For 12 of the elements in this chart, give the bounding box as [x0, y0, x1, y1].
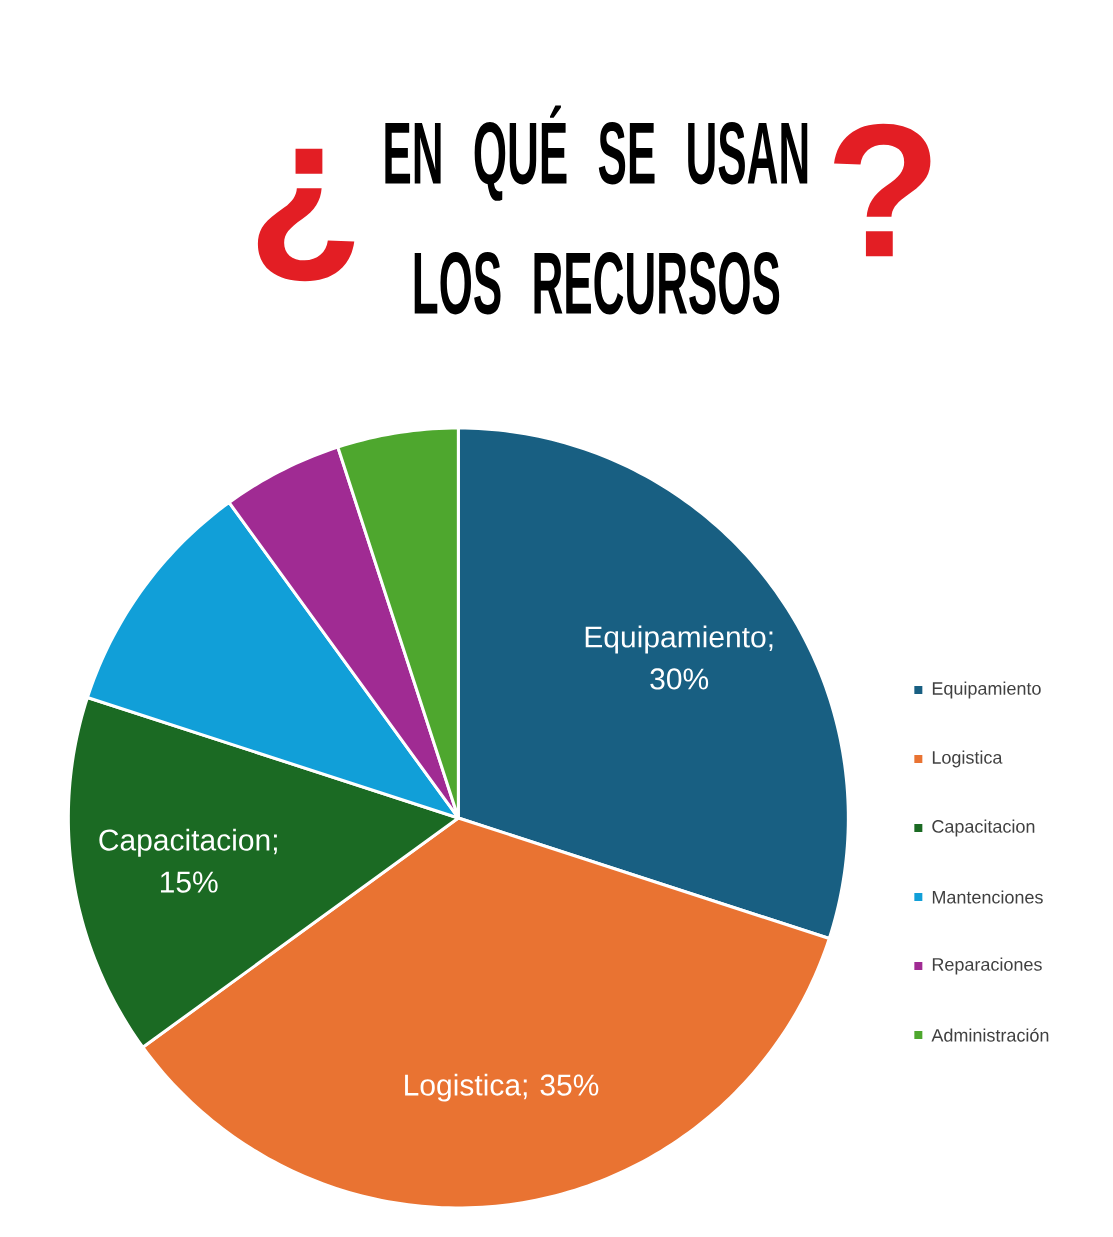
legend-label: Reparaciones [932, 957, 1042, 975]
legend-label: Mantenciones [932, 890, 1043, 904]
data-label: Equipamiento; 30% [585, 625, 773, 690]
chart-title: EN QUÉ SE USAN LOS RECURSOS [385, 105, 808, 315]
data-label: Logistica; 35% [404, 1073, 599, 1102]
text: ¿ [257, 148, 355, 282]
text: ? [833, 123, 931, 257]
legend-label: Equipamiento [932, 681, 1041, 699]
legend-label: Capacitacion [932, 819, 1035, 837]
legend-label: Administración [931, 1028, 1049, 1042]
legend-label: Logistica [932, 750, 1003, 768]
data-label: Capacitacion; 15% [99, 828, 277, 893]
